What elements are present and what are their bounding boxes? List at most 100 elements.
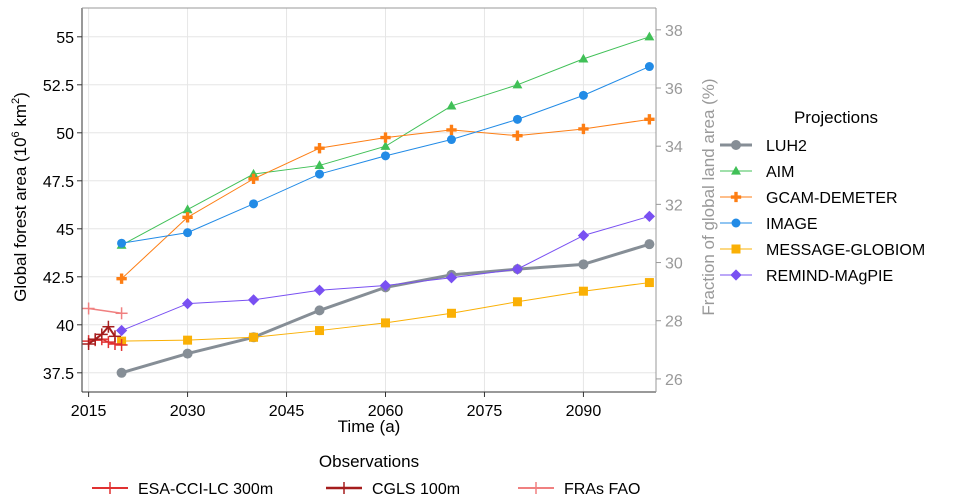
data-point	[644, 278, 654, 288]
data-point	[102, 320, 115, 333]
legend-item-fras-fao: FRAs FAO	[518, 481, 640, 498]
y2-tick-label: 34	[665, 139, 683, 156]
data-point	[380, 318, 390, 328]
legend-item-aim: AIM	[720, 164, 794, 181]
data-point	[578, 259, 589, 270]
data-point	[102, 336, 115, 349]
data-point	[446, 100, 457, 110]
plot-series	[82, 31, 656, 378]
legend-item-message-globiom: MESSAGE-GLOBIOM	[720, 242, 925, 259]
data-point	[512, 130, 523, 141]
data-point	[183, 335, 193, 345]
legend-label: REMIND-MAgPIE	[766, 268, 893, 285]
legend-marker	[731, 140, 741, 150]
series-fras-fao	[82, 302, 128, 320]
data-point	[577, 229, 590, 242]
y-tick-label: 40	[56, 318, 74, 335]
y2-tick-label: 32	[665, 197, 683, 214]
data-point	[578, 53, 589, 63]
legend-item-remind-magpie: REMIND-MAgPIE	[720, 268, 893, 285]
data-point	[95, 328, 108, 341]
legend-marker	[730, 191, 742, 203]
y-tick-label: 55	[56, 30, 74, 47]
legend-label: CGLS 100m	[372, 481, 460, 498]
data-point	[115, 324, 128, 337]
data-point	[89, 333, 102, 346]
y2-tick-label: 38	[665, 23, 683, 40]
data-point	[314, 142, 325, 154]
data-point	[578, 123, 589, 135]
x-axis-label: Time (a)	[338, 417, 401, 436]
x-tick-label: 2015	[71, 403, 107, 420]
x-tick-label: 2045	[269, 403, 305, 420]
data-point	[315, 326, 325, 336]
data-point	[445, 272, 458, 284]
x-tick-label: 2075	[467, 403, 503, 420]
data-point	[108, 330, 121, 343]
grid	[82, 8, 656, 392]
legend-item-image: IMAGE	[720, 216, 818, 233]
series-image	[117, 62, 654, 248]
legend-marker	[730, 269, 742, 281]
legend-label: IMAGE	[766, 216, 818, 233]
data-point	[115, 338, 128, 351]
series-remind-magpie	[115, 210, 656, 337]
legend-marker	[731, 218, 741, 228]
data-point	[380, 141, 391, 150]
data-point	[248, 173, 259, 185]
data-point	[249, 332, 259, 342]
y2-tick-label: 36	[665, 81, 683, 98]
data-point	[446, 135, 456, 145]
data-point	[512, 297, 522, 307]
legend-marker	[104, 482, 116, 494]
y2-tick-label: 28	[665, 314, 683, 331]
projections-legend-title: Projections	[794, 108, 878, 127]
data-point	[181, 298, 194, 310]
y-tick-label: 47.5	[43, 174, 74, 191]
data-point	[578, 286, 588, 296]
legend-marker	[338, 482, 350, 494]
y-tick-label: 37.5	[43, 366, 74, 383]
legend-marker	[530, 482, 542, 494]
y-tick-label: 52.5	[43, 78, 74, 95]
legend-marker	[731, 244, 741, 254]
data-point	[247, 294, 260, 306]
data-point	[315, 169, 325, 179]
legend-item-cgls-100m: CGLS 100m	[326, 481, 460, 498]
data-point	[313, 284, 326, 296]
data-point	[512, 79, 523, 89]
data-point	[82, 338, 95, 350]
projections-legend: Projections LUH2 AIM GCAM-DEMETER IMAGE MESS…	[720, 108, 925, 285]
x-tick-label: 2090	[566, 403, 602, 420]
y2-tick-label: 26	[665, 372, 683, 389]
legend-label: MESSAGE-GLOBIOM	[766, 242, 925, 259]
data-point	[182, 348, 193, 359]
data-point	[446, 308, 456, 318]
y-tick-label: 45	[56, 222, 74, 239]
data-point	[182, 204, 193, 214]
data-point	[644, 239, 655, 250]
legend-label: GCAM-DEMETER	[766, 190, 898, 207]
observations-legend: Observations ESA-CCI-LC 300m CGLS 100m FRA…	[92, 452, 640, 498]
legend-label: FRAs FAO	[564, 481, 640, 498]
x-tick-label: 2060	[368, 403, 404, 420]
axes: 2015 2030 2045 2060 2075 2090 37.5 40 42.5 45 47.5…	[43, 7, 683, 420]
series-line	[88, 307, 122, 315]
data-point	[115, 307, 128, 320]
y-axis-label: Global forest area (106 km2)	[10, 92, 30, 302]
data-point	[314, 305, 325, 316]
data-point	[379, 279, 392, 292]
series-gcam-demeter	[116, 114, 655, 284]
data-point	[116, 367, 127, 378]
legend-label: LUH2	[766, 138, 807, 155]
data-point	[644, 62, 654, 72]
data-point	[644, 114, 655, 125]
legend-item-luh2: LUH2	[720, 138, 807, 155]
data-point	[578, 90, 588, 100]
data-point	[314, 160, 325, 170]
data-point	[116, 273, 127, 284]
data-point	[446, 124, 457, 136]
legend-item-gcam-demeter: GCAM-DEMETER	[720, 190, 898, 207]
y2-tick-label: 30	[665, 256, 683, 273]
